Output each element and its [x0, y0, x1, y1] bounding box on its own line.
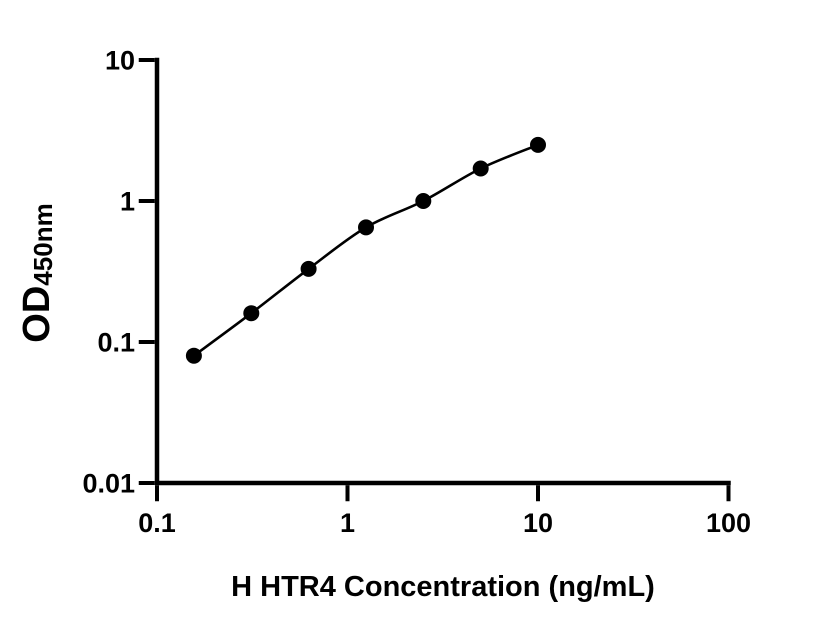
- data-point: [358, 219, 374, 236]
- axes-group: [138, 57, 731, 502]
- data-point: [300, 260, 317, 277]
- x-tick-label: 0.1: [138, 508, 176, 538]
- x-tick-label: 10: [523, 508, 553, 538]
- data-point: [530, 136, 546, 153]
- data-point: [415, 193, 432, 209]
- series-group: [185, 136, 546, 364]
- y-axis-title-main: OD: [16, 286, 58, 343]
- axis-spine: [154, 57, 731, 486]
- x-tick-label: 1: [340, 508, 355, 538]
- x-axis-title: H HTR4 Concentration (ng/mL): [231, 571, 655, 603]
- data-point: [472, 160, 489, 177]
- x-tick-label: 100: [706, 508, 751, 538]
- y-tick-label: 0.01: [82, 469, 135, 499]
- y-axis-title: OD450nm: [16, 203, 58, 342]
- y-tick-label: 1: [120, 187, 135, 217]
- data-point: [185, 347, 202, 364]
- fit-curve-line: [193, 143, 539, 357]
- y-tick-label: 10: [105, 46, 135, 76]
- data-point: [243, 305, 260, 322]
- y-tick-label: 0.1: [97, 328, 135, 358]
- y-axis-title-subscript: 450nm: [28, 203, 58, 285]
